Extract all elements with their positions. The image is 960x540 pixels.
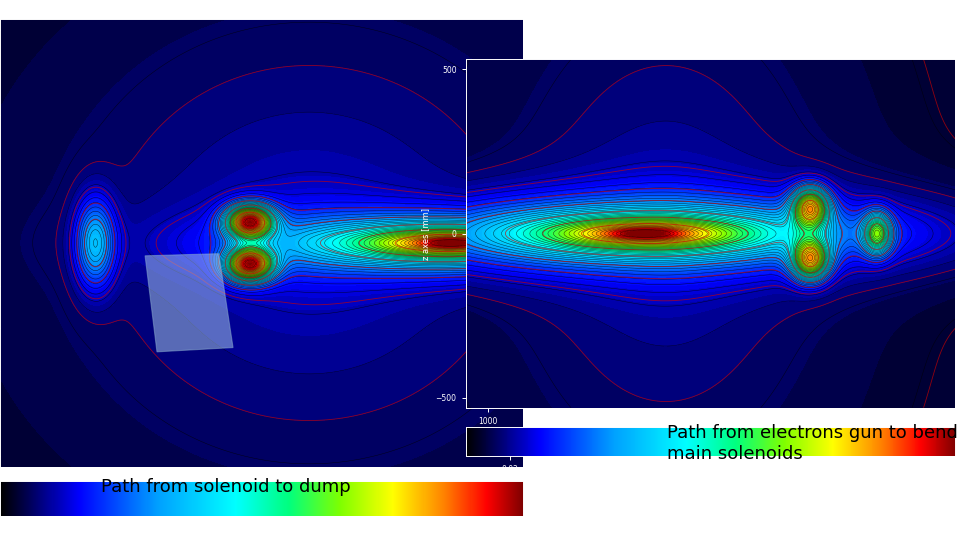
Text: Path from electrons gun to bend coils to
main solenoids: Path from electrons gun to bend coils to… [667,424,960,463]
Y-axis label: z axes [mm]: z axes [mm] [421,207,430,260]
Polygon shape [145,254,233,352]
X-axis label: x axes [mm]: x axes [mm] [684,431,736,440]
X-axis label: x axes [mm]: x axes [mm] [235,491,288,500]
Text: Path from solenoid to dump: Path from solenoid to dump [101,478,350,496]
Title: Magnetic Vector Potential Amag [Vs/m]: Magnetic Vector Potential Amag [Vs/m] [622,48,799,57]
Title: Magnetic Vector Potential Amag [Vs/m]: Magnetic Vector Potential Amag [Vs/m] [173,8,350,17]
